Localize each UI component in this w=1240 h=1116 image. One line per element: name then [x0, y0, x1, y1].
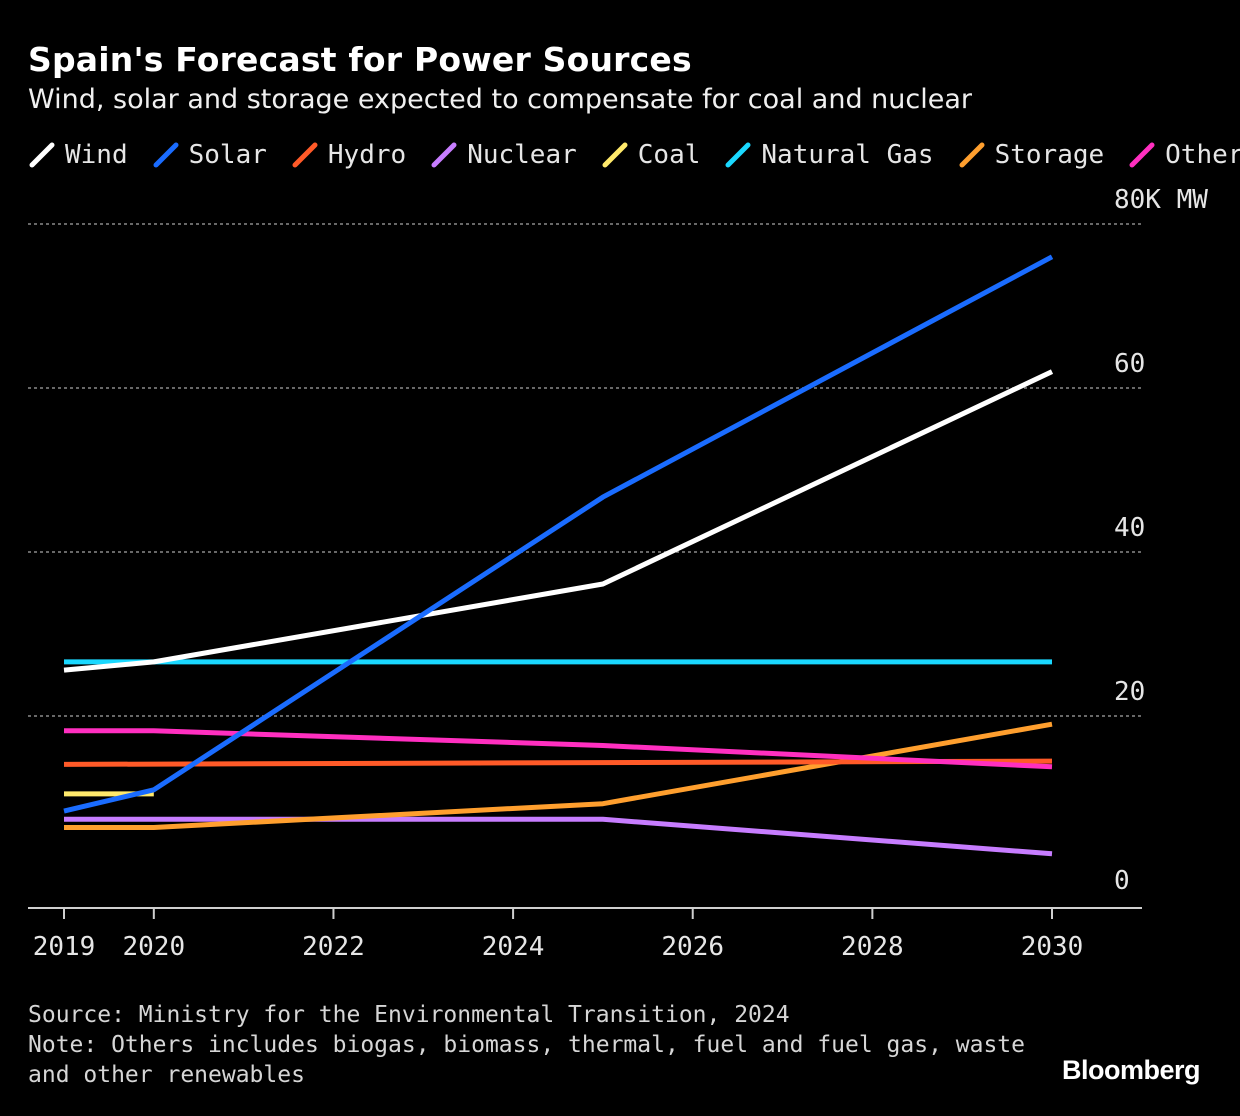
x-tick-label: 2028 — [841, 932, 904, 962]
others-note-line1: Note: Others includes biogas, biomass, t… — [28, 1032, 1025, 1058]
legend-item-others: Others — [1128, 140, 1240, 170]
legend-item-hydro: Hydro — [291, 140, 406, 170]
legend-item-natural-gas: Natural Gas — [724, 140, 934, 170]
legend-item-solar: Solar — [152, 140, 267, 170]
legend-label: Coal — [637, 140, 701, 170]
y-tick-label: 0 — [1114, 866, 1130, 896]
series-line-others — [64, 728, 1053, 770]
legend-label: Hydro — [327, 140, 407, 170]
series-line-wind — [63, 369, 1054, 673]
legend-label: Natural Gas — [761, 140, 934, 170]
legend-swatch — [725, 142, 751, 168]
chart-subtitle: Wind, solar and storage expected to comp… — [28, 84, 973, 115]
legend-swatch — [153, 142, 179, 168]
x-tick-label: 2019 — [33, 932, 96, 962]
legend: Wind Solar Hydro Nuclear Coal Natural Gas Stor… — [28, 140, 1240, 170]
x-tick-label: 2024 — [482, 932, 545, 962]
bloomberg-logo: Bloomberg — [1061, 1055, 1201, 1085]
legend-swatch — [959, 142, 985, 168]
legend-swatch — [431, 142, 457, 168]
series-line-storage — [64, 721, 1053, 830]
legend-item-coal: Coal — [601, 140, 701, 170]
x-tick-label: 2020 — [123, 932, 186, 962]
x-tick-label: 2026 — [661, 932, 724, 962]
legend-swatch — [292, 142, 318, 168]
others-note-line2: and other renewables — [28, 1062, 305, 1088]
y-tick-label: 60 — [1114, 349, 1145, 379]
x-tick-label: 2030 — [1021, 932, 1084, 962]
chart-title: Spain's Forecast for Power Sources — [28, 40, 692, 79]
series-line-nuclear — [64, 816, 1053, 857]
y-tick-label: 40 — [1114, 513, 1145, 543]
source-note: Source: Ministry for the Environmental T… — [28, 1002, 790, 1028]
x-axis: 2019 2020 2022 2024 2026 2028 2030 — [28, 907, 1142, 962]
legend-label: Storage — [994, 140, 1105, 170]
legend-swatch — [1129, 142, 1155, 168]
legend-label: Nuclear — [467, 140, 577, 170]
legend-swatch — [29, 142, 55, 168]
legend-label: Others — [1165, 140, 1240, 170]
legend-item-wind: Wind — [28, 140, 128, 170]
legend-swatch — [602, 142, 628, 168]
x-tick-label: 2022 — [302, 932, 365, 962]
legend-label: Wind — [65, 140, 128, 170]
series-line-hydro — [63, 758, 1053, 767]
legend-item-nuclear: Nuclear — [430, 140, 577, 170]
y-tick-label: 20 — [1114, 677, 1145, 707]
y-axis-tick-labels: 0 20 40 60 80K MW — [1114, 185, 1208, 896]
legend-item-storage: Storage — [958, 140, 1105, 170]
footer: Source: Ministry for the Environmental T… — [28, 1000, 1025, 1090]
y-tick-label: 80K MW — [1114, 185, 1208, 215]
series-lines — [63, 254, 1054, 857]
series-line-solar — [63, 254, 1054, 814]
legend-label: Solar — [188, 140, 267, 170]
